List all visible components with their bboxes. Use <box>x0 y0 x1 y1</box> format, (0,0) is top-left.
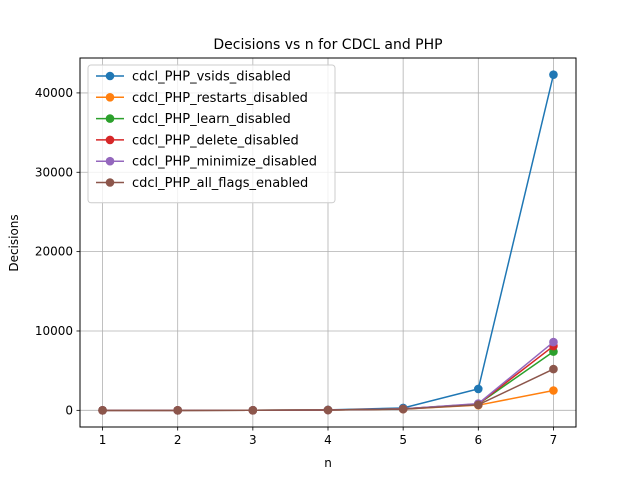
x-tick-label: 3 <box>249 433 257 447</box>
x-tick-label: 6 <box>474 433 482 447</box>
legend-marker <box>105 178 115 187</box>
legend-item: cdcl_PHP_restarts_disabled <box>96 91 308 106</box>
data-point <box>474 400 483 410</box>
y-tick-label: 10000 <box>35 324 73 338</box>
legend-marker <box>105 156 115 166</box>
series-group <box>98 70 558 415</box>
y-axis-ticks: 0 10000 20000 30000 40000 <box>35 86 80 417</box>
legend-marker <box>105 114 115 123</box>
x-tick-label: 5 <box>399 433 407 447</box>
x-axis-label: n <box>324 456 332 470</box>
legend-item: cdcl_PHP_minimize_disabled <box>96 155 317 170</box>
legend-marker <box>105 135 115 145</box>
data-point <box>173 406 182 415</box>
legend-label: cdcl_PHP_restarts_disabled <box>132 91 308 106</box>
x-tick-label: 2 <box>174 433 182 447</box>
data-point <box>549 364 558 374</box>
legend-label: cdcl_PHP_all_flags_enabled <box>132 176 308 191</box>
y-tick-label: 30000 <box>35 165 73 179</box>
y-tick-label: 0 <box>65 403 73 417</box>
data-point <box>474 384 483 394</box>
data-point <box>98 406 107 415</box>
x-tick-label: 1 <box>99 433 107 447</box>
x-axis-ticks: 1 2 3 4 5 6 7 <box>99 427 558 447</box>
y-tick-label: 40000 <box>35 86 73 100</box>
series-cdcl_PHP_all_flags_enabled <box>98 364 558 415</box>
data-point <box>248 405 258 415</box>
legend-label: cdcl_PHP_learn_disabled <box>132 112 291 127</box>
legend-marker <box>105 93 115 102</box>
data-point <box>323 405 333 415</box>
legend-label: cdcl_PHP_delete_disabled <box>132 133 299 148</box>
data-point <box>549 337 558 347</box>
legend-label: cdcl_PHP_vsids_disabled <box>132 70 291 85</box>
y-tick-label: 20000 <box>35 245 73 259</box>
legend-item: cdcl_PHP_learn_disabled <box>96 112 291 127</box>
data-point <box>398 404 408 414</box>
legend-item: cdcl_PHP_all_flags_enabled <box>96 176 308 191</box>
data-point <box>549 386 558 395</box>
legend-item: cdcl_PHP_vsids_disabled <box>96 70 291 85</box>
legend-item: cdcl_PHP_delete_disabled <box>96 133 299 148</box>
y-axis-label: Decisions <box>7 214 21 271</box>
chart-title: Decisions vs n for CDCL and PHP <box>213 37 442 53</box>
legend: cdcl_PHP_vsids_disabled cdcl_PHP_restarts… <box>87 64 336 204</box>
legend-box <box>87 64 336 204</box>
plot-frame <box>79 57 577 428</box>
x-tick-label: 7 <box>550 433 558 447</box>
legend-label: cdcl_PHP_minimize_disabled <box>132 155 317 170</box>
legend-marker <box>105 71 115 81</box>
data-point <box>549 70 558 79</box>
x-tick-label: 4 <box>324 433 332 447</box>
